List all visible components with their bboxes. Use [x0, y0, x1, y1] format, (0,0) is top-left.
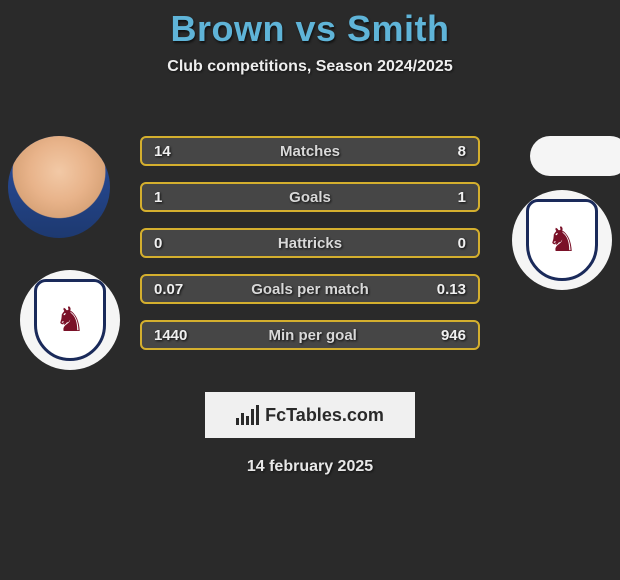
bar-chart-icon — [236, 405, 259, 425]
brand-label: FcTables.com — [265, 405, 384, 426]
comparison-card: Brown vs Smith Club competitions, Season… — [0, 0, 620, 476]
stat-label: Goals — [194, 189, 426, 206]
stat-right-value: 0 — [426, 235, 478, 252]
stat-right-value: 0.13 — [425, 281, 478, 298]
shield-icon: ♞ — [526, 199, 598, 281]
stat-label: Matches — [194, 143, 426, 160]
stat-left-value: 0 — [142, 235, 194, 252]
stat-label: Min per goal — [199, 327, 426, 344]
stat-row: 14 Matches 8 — [140, 136, 480, 166]
club-badge-right: ♞ — [512, 190, 612, 290]
stat-left-value: 14 — [142, 143, 194, 160]
stat-left-value: 1440 — [142, 327, 199, 344]
stat-row: 0.07 Goals per match 0.13 — [140, 274, 480, 304]
player-left-avatar — [8, 136, 110, 238]
avatar-face-icon — [8, 136, 110, 238]
brand-attribution[interactable]: FcTables.com — [205, 392, 415, 438]
stat-rows: 14 Matches 8 1 Goals 1 0 Hattricks 0 0.0… — [140, 136, 480, 350]
stat-row: 1440 Min per goal 946 — [140, 320, 480, 350]
subtitle: Club competitions, Season 2024/2025 — [0, 58, 620, 76]
stat-row: 1 Goals 1 — [140, 182, 480, 212]
date-label: 14 february 2025 — [0, 458, 620, 476]
lion-icon: ♞ — [547, 223, 577, 257]
player-right-avatar — [530, 136, 620, 176]
stat-label: Goals per match — [195, 281, 425, 298]
stat-left-value: 1 — [142, 189, 194, 206]
stat-left-value: 0.07 — [142, 281, 195, 298]
stat-right-value: 1 — [426, 189, 478, 206]
club-badge-left: ♞ — [20, 270, 120, 370]
lion-icon: ♞ — [55, 303, 85, 337]
shield-icon: ♞ — [34, 279, 106, 361]
stat-row: 0 Hattricks 0 — [140, 228, 480, 258]
stat-right-value: 946 — [426, 327, 478, 344]
main-area: ♞ ♞ 14 Matches 8 1 Goals 1 0 Hattricks 0 — [0, 108, 620, 368]
stat-right-value: 8 — [426, 143, 478, 160]
stat-label: Hattricks — [194, 235, 426, 252]
page-title: Brown vs Smith — [0, 8, 620, 50]
